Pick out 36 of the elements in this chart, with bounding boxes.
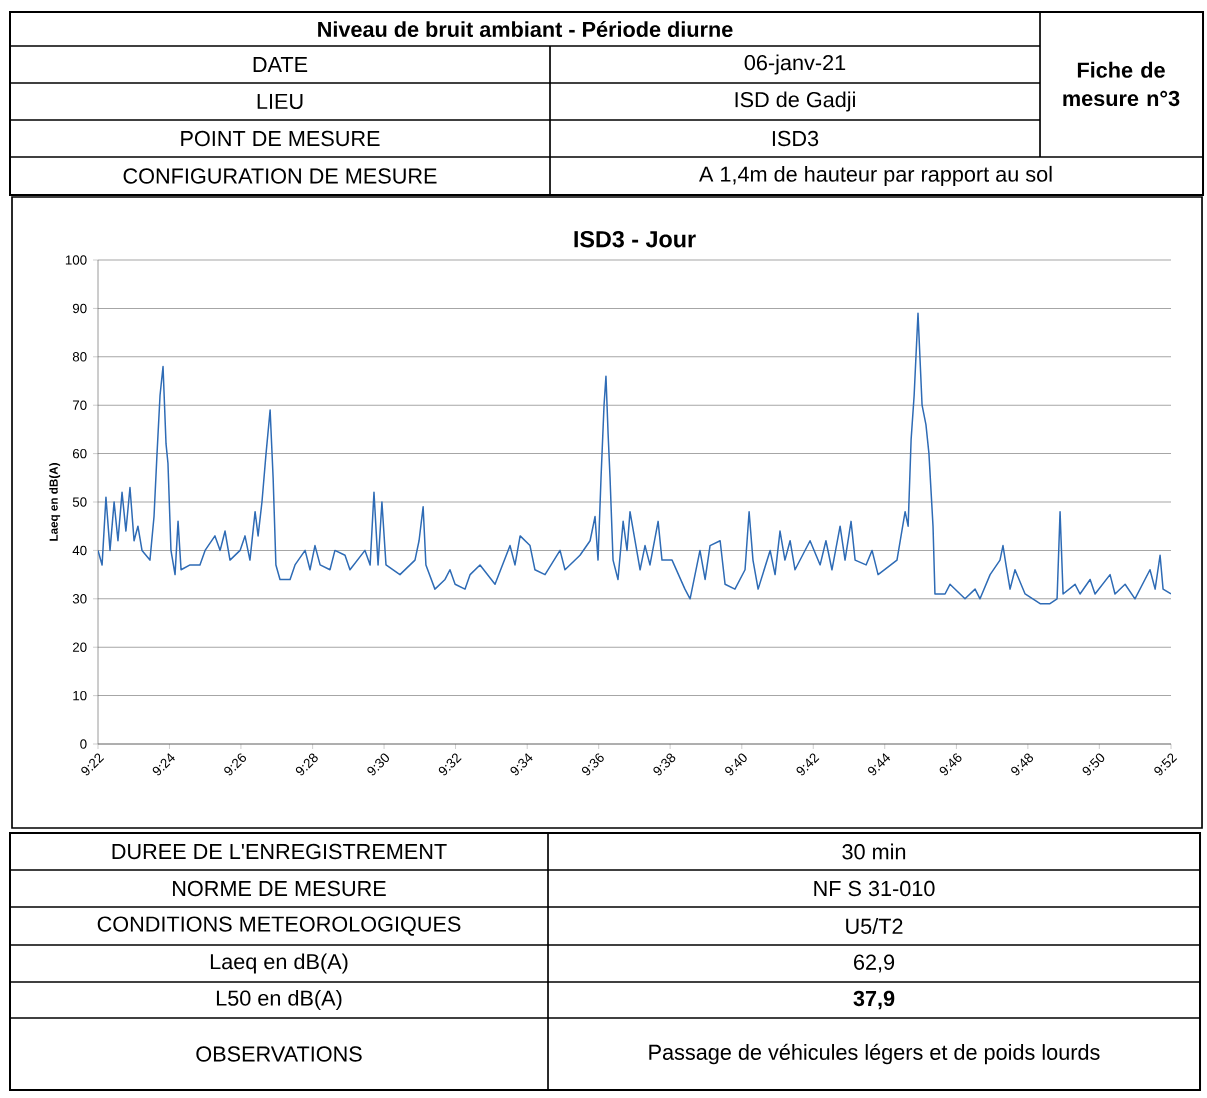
- text: LIEU: [257, 93, 303, 110]
- text: 06-janv-21: [744, 54, 846, 75]
- y-axis-title: Laeq en dB(A): [49, 463, 61, 541]
- text: Laeq en dB(A): [210, 953, 348, 974]
- text: A 1,4m de hauteur par rapport au sol: [699, 165, 1052, 187]
- y-tick-label: 90: [72, 303, 87, 314]
- text: Niveau de bruit ambiant - Période diurne: [318, 20, 733, 38]
- line-series: [98, 312, 1172, 605]
- y-tick-label: 40: [72, 545, 87, 556]
- text: CONFIGURATION DE MESURE: [123, 168, 437, 184]
- y-tick-label: 10: [73, 690, 87, 701]
- text: NF S 31-010: [814, 880, 935, 897]
- text: POINT DE MESURE: [181, 130, 380, 147]
- text: DATE: [253, 57, 308, 72]
- text: 30 min: [842, 843, 906, 860]
- text: 37,9: [853, 990, 895, 1010]
- y-tick-label: 70: [72, 400, 87, 410]
- text: Fiche de mesure n°3: [1063, 61, 1180, 107]
- y-tick-label: 20: [72, 642, 87, 652]
- text: L50 en dB(A): [216, 989, 342, 1011]
- text: DUREE DE L'ENREGISTREMENT: [112, 843, 447, 860]
- y-tick-label: 100: [65, 255, 87, 265]
- text: CONDITIONS METEOROLOGIQUES: [97, 916, 461, 936]
- text: OBSERVATIONS: [196, 1046, 362, 1062]
- text: ISD de Gadji: [735, 91, 855, 112]
- y-tick-label: 30: [72, 594, 87, 604]
- y-tick-label: 50: [72, 497, 87, 507]
- y-tick-label: 60: [72, 448, 87, 459]
- text: 62,9: [854, 954, 895, 973]
- chart-title: ISD3 - Jour: [574, 230, 696, 248]
- text: NORME DE MESURE: [173, 880, 386, 897]
- text: U5/T2: [846, 918, 903, 934]
- y-tick-label: 80: [72, 352, 87, 362]
- text: ISD3: [772, 130, 819, 147]
- text: Passage de véhicules légers et de poids lourds: [649, 1043, 1100, 1065]
- y-tick-label: 0: [80, 739, 87, 749]
